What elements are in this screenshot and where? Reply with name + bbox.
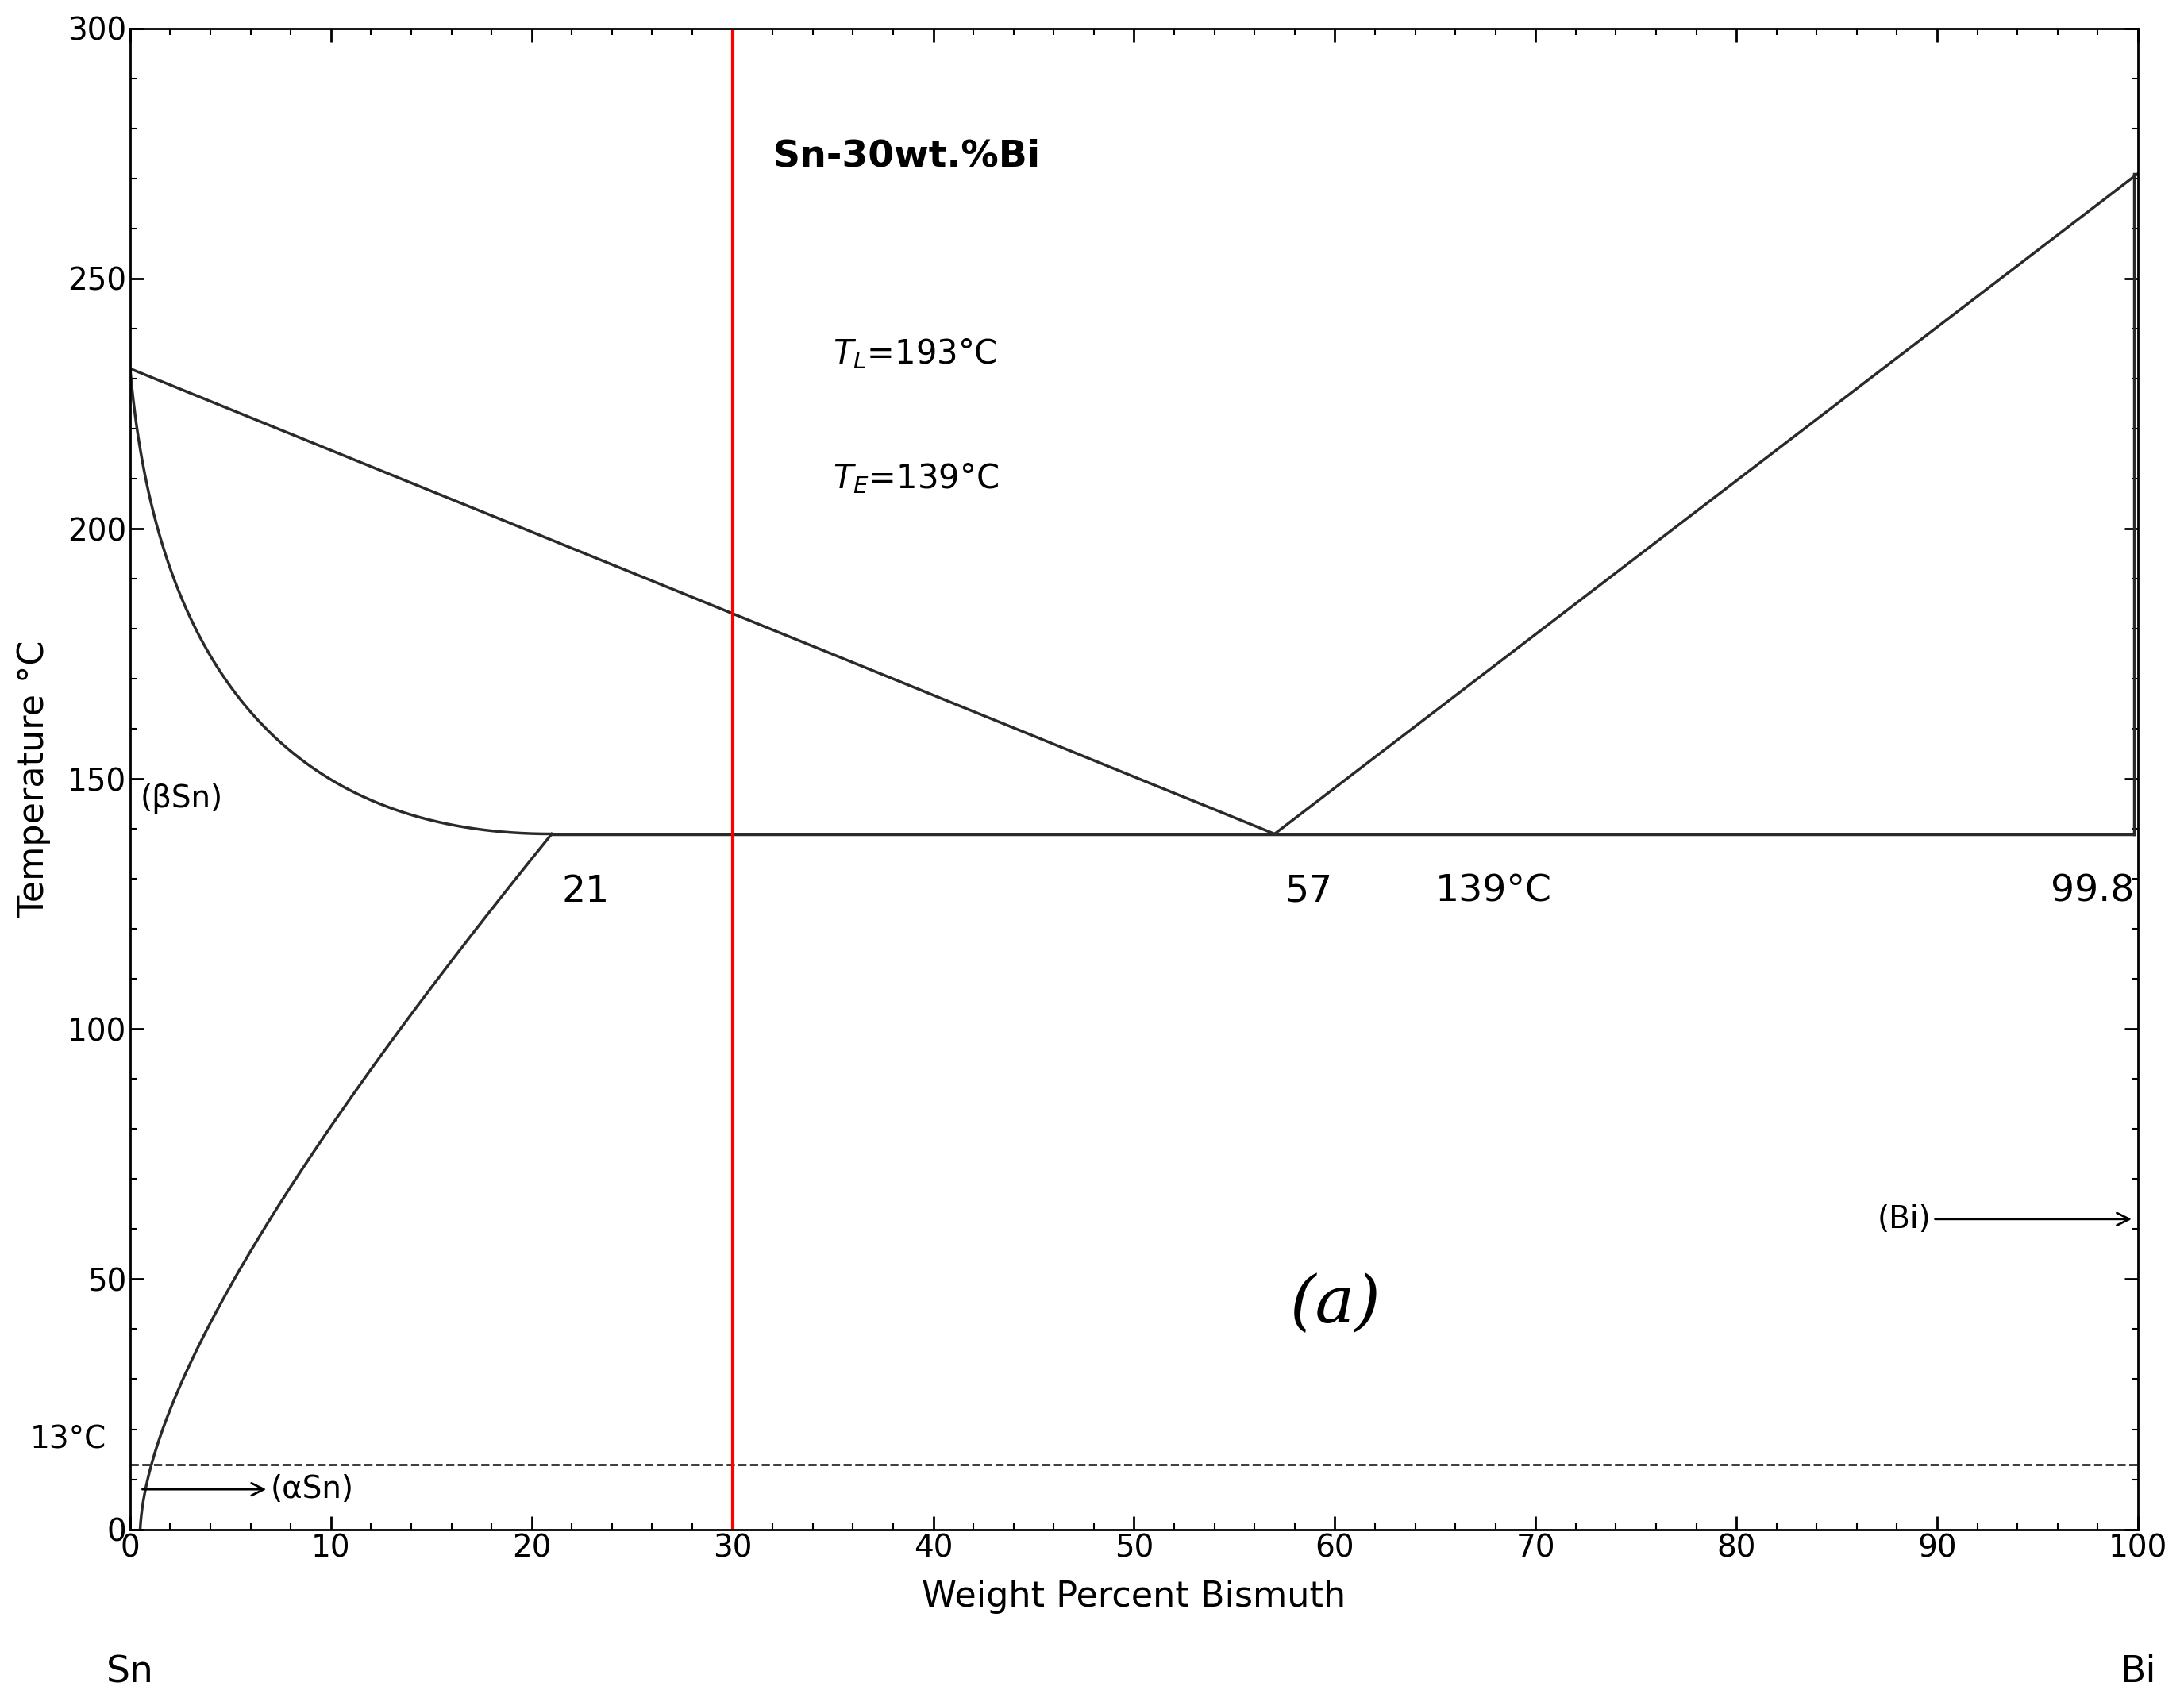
Text: $T_L$=193°C: $T_L$=193°C [832, 336, 998, 370]
Y-axis label: Temperature °C: Temperature °C [17, 641, 50, 918]
Text: Bi: Bi [2121, 1655, 2156, 1690]
Text: Sn: Sn [107, 1655, 153, 1690]
Text: 57: 57 [1284, 874, 1332, 909]
Text: (a): (a) [1289, 1273, 1380, 1335]
Text: $T_E$=139°C: $T_E$=139°C [832, 461, 998, 495]
Text: Sn-30wt.%Bi: Sn-30wt.%Bi [773, 139, 1040, 174]
Text: 139°C: 139°C [1435, 874, 1553, 909]
Text: (Bi): (Bi) [1876, 1203, 2129, 1234]
Text: 99.8: 99.8 [2051, 874, 2134, 909]
X-axis label: Weight Percent Bismuth: Weight Percent Bismuth [922, 1580, 1345, 1614]
Text: (βSn): (βSn) [140, 784, 223, 815]
Text: 21: 21 [561, 874, 609, 909]
Text: 13°C: 13°C [31, 1425, 107, 1455]
Text: (αSn): (αSn) [142, 1474, 354, 1504]
